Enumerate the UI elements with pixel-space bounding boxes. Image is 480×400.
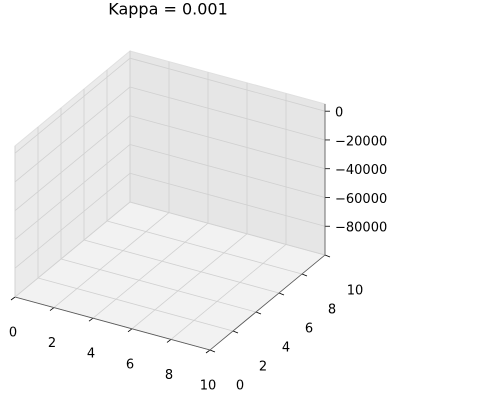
chart-title: Kappa = 0.001 — [108, 0, 228, 19]
tick-mark — [209, 349, 216, 353]
axis-line — [209, 254, 326, 351]
z-tick-label: −40000 — [335, 163, 387, 178]
grid-line — [170, 244, 287, 340]
tick-mark — [301, 273, 308, 277]
tick-mark — [278, 292, 285, 296]
axis-line — [14, 296, 211, 351]
y-tick-label: 6 — [305, 322, 313, 337]
tick-mark — [324, 254, 331, 258]
z-tick-label: −60000 — [335, 192, 387, 207]
grid-line — [60, 258, 257, 313]
tick-mark — [232, 330, 239, 334]
grid-line — [14, 144, 131, 240]
tick-mark — [255, 311, 262, 315]
x-tick-label: 4 — [87, 347, 95, 362]
grid-line — [14, 57, 131, 154]
grid-line — [129, 144, 326, 198]
grid-line — [129, 115, 326, 170]
tick-mark — [205, 349, 211, 354]
grid-line — [131, 233, 248, 330]
y-tick-label: 10 — [347, 284, 364, 299]
tick-mark — [127, 328, 133, 333]
y-tick-label: 2 — [259, 360, 267, 375]
x-tick-label: 0 — [9, 326, 17, 341]
y-tick-label: 4 — [282, 341, 290, 356]
y-tick-label: 0 — [236, 379, 244, 394]
x-tick-label: 8 — [165, 368, 173, 383]
x-tick-label: 10 — [200, 379, 217, 394]
tick-mark — [10, 296, 16, 301]
grid-line — [14, 172, 131, 269]
grid-line — [106, 220, 303, 275]
grid-line — [129, 86, 326, 141]
grid-line — [129, 172, 326, 227]
x-tick-label: 6 — [126, 357, 134, 372]
grid-line — [14, 201, 131, 298]
grid-line — [14, 115, 131, 212]
tick-mark — [88, 317, 94, 322]
tick-mark — [49, 307, 55, 311]
grid-line — [83, 239, 280, 294]
y-tick-label: 8 — [328, 303, 336, 318]
z-tick-label: −20000 — [335, 134, 387, 149]
z-tick-label: 0 — [335, 106, 343, 121]
tick-mark — [166, 339, 172, 343]
grid-line — [14, 86, 131, 183]
x-tick-label: 2 — [48, 336, 56, 351]
grid-line — [92, 222, 209, 319]
z-tick-label: −80000 — [335, 221, 387, 236]
grid-line — [129, 57, 326, 112]
grid-line — [37, 277, 234, 332]
grid-line — [53, 212, 170, 308]
grid-line — [129, 201, 326, 256]
